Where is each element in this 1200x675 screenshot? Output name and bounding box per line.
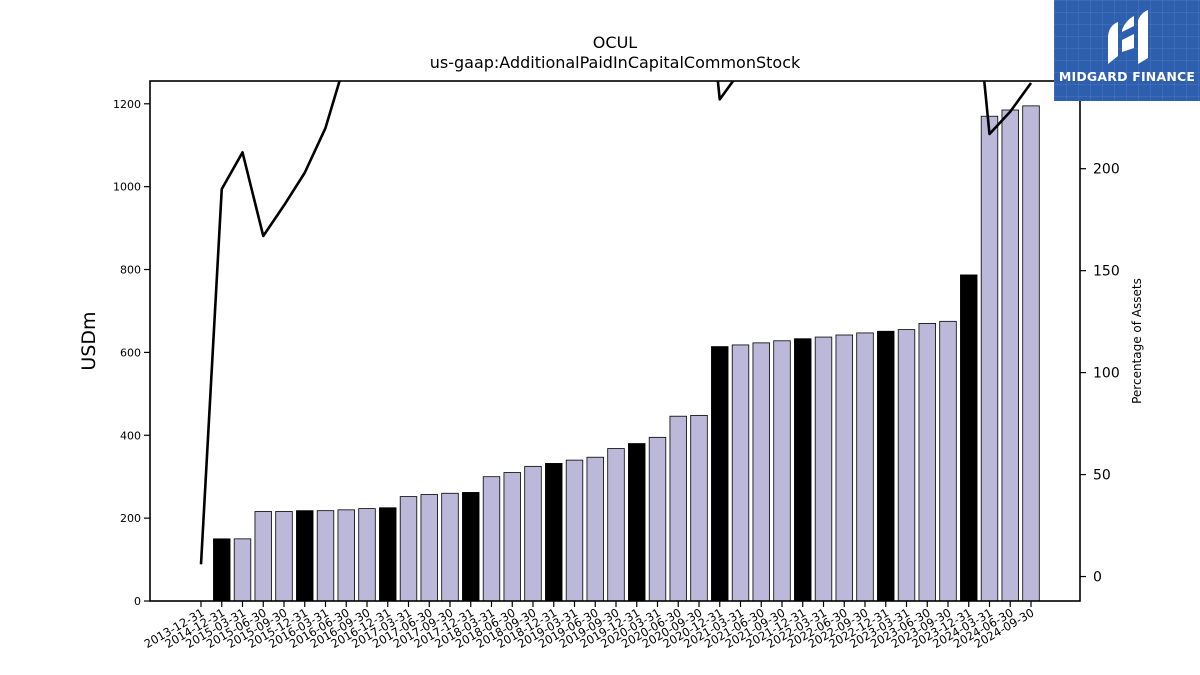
bar <box>814 336 833 602</box>
bar-series <box>213 105 1040 602</box>
y2-tick-label: 100 <box>1093 366 1120 382</box>
brand-name: MIDGARD FINANCE <box>1058 69 1196 84</box>
brand-logo: MIDGARD FINANCE <box>1054 0 1200 101</box>
y-axis-ticks: 0 200 400 600 800 1000 1200 <box>113 98 150 608</box>
bar <box>296 510 314 602</box>
chart-title: OCUL <box>593 33 637 52</box>
bar <box>565 459 584 602</box>
bar <box>939 320 957 602</box>
y-axis-label: USDm <box>78 311 100 370</box>
y-tick-label: 1000 <box>113 181 141 194</box>
bar <box>358 508 376 602</box>
y2-tick-label: 0 <box>1093 570 1102 586</box>
y-tick-label: 800 <box>120 264 141 277</box>
bar <box>275 511 293 602</box>
bar <box>856 332 874 602</box>
bar <box>960 274 978 602</box>
bar <box>877 330 895 602</box>
bar <box>897 329 916 602</box>
bar <box>980 115 999 602</box>
bar <box>545 463 563 602</box>
bar <box>711 346 729 602</box>
bar <box>441 492 459 602</box>
bar <box>462 492 480 602</box>
y2-axis-label: Percentage of Assets <box>1130 278 1144 404</box>
bar <box>399 496 418 602</box>
bar <box>628 443 646 602</box>
bar <box>1001 109 1019 602</box>
bar <box>482 476 501 602</box>
y-tick-label: 0 <box>134 595 141 608</box>
bar <box>337 509 355 602</box>
plot-frame <box>149 80 1081 602</box>
bar <box>254 511 272 602</box>
bar <box>503 472 521 602</box>
midgard-logo-icon <box>1108 10 1148 64</box>
bar <box>773 340 791 602</box>
chart-subtitle: us-gaap:AdditionalPaidInCapitalCommonSto… <box>430 53 801 72</box>
bar <box>918 322 936 602</box>
bar <box>690 414 708 602</box>
bar <box>648 436 667 602</box>
bar <box>420 494 438 602</box>
bar <box>752 342 770 602</box>
bar <box>316 510 335 602</box>
bar <box>731 344 750 602</box>
y2-tick-label: 150 <box>1093 264 1120 280</box>
y-tick-label: 400 <box>120 429 141 442</box>
bar <box>794 338 812 602</box>
bar <box>835 334 853 602</box>
y-tick-label: 1200 <box>113 98 141 111</box>
bar <box>1022 105 1040 602</box>
bar <box>586 456 604 602</box>
y2-tick-label: 50 <box>1093 468 1111 484</box>
bar <box>607 448 625 602</box>
bar <box>524 465 542 602</box>
y-tick-label: 200 <box>120 512 141 525</box>
y2-tick-label: 200 <box>1093 162 1120 178</box>
x-axis-ticks: 2013-12-312014-12-312015-03-312015-06-30… <box>142 601 1037 651</box>
bar <box>669 415 687 602</box>
y2-axis-ticks: 0 50 100 150 200 <box>1080 162 1120 586</box>
y-tick-label: 600 <box>120 346 141 359</box>
bar <box>233 538 252 602</box>
bar <box>213 538 231 602</box>
bar <box>379 507 397 602</box>
